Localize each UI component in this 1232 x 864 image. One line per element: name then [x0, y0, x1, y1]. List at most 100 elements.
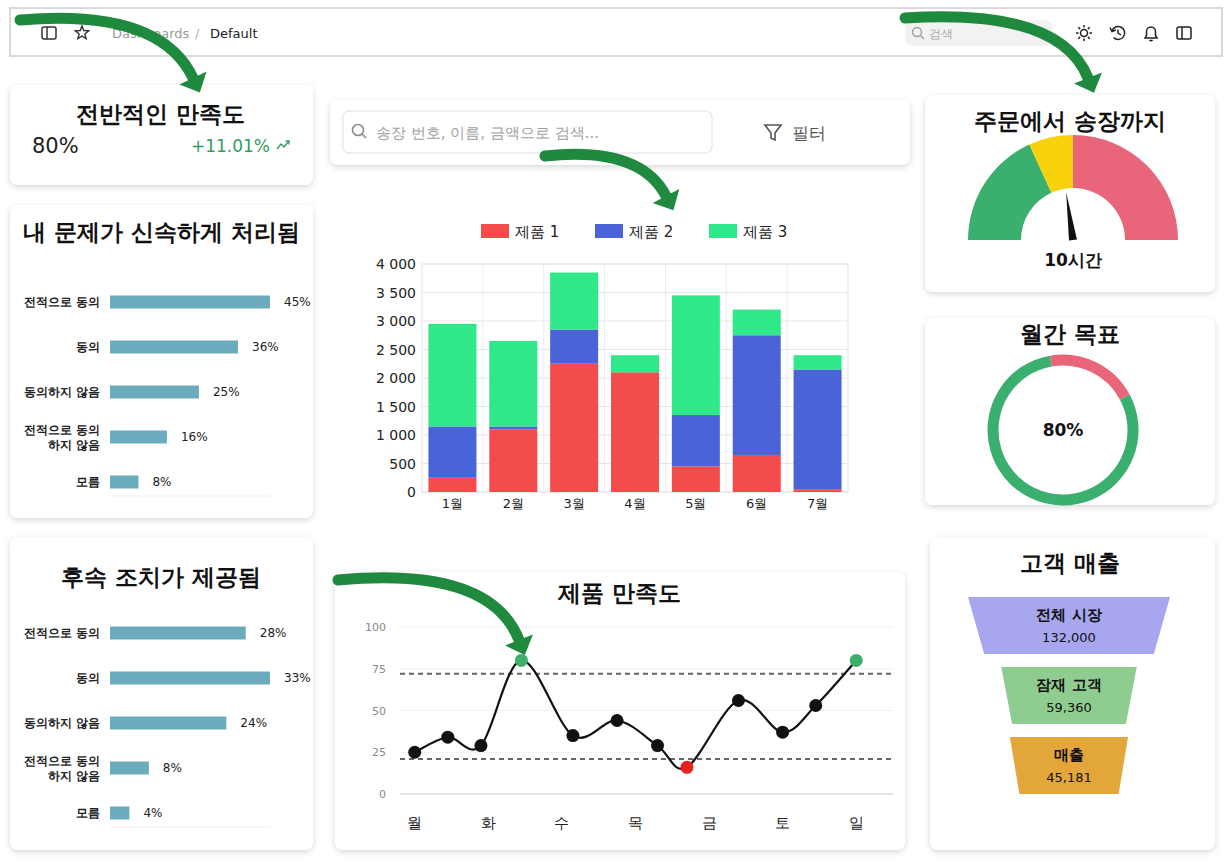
stage-value: 59,360 — [1046, 700, 1092, 715]
theme-toggle[interactable] — [1076, 25, 1092, 41]
bar — [110, 807, 129, 820]
bar — [110, 476, 138, 489]
x-tick-label: 월 — [407, 814, 422, 832]
stage-value: 132,000 — [1042, 630, 1096, 645]
pointer-arrow — [338, 578, 533, 655]
icon-part — [42, 27, 56, 39]
icon-part — [1110, 28, 1116, 32]
stage-label: 전체 시장 — [1036, 606, 1101, 624]
marker — [474, 739, 487, 752]
icon-part — [1078, 27, 1080, 29]
y-tick-label: 2 500 — [376, 342, 416, 358]
icon-part — [1112, 26, 1125, 39]
trend-icon — [277, 141, 289, 149]
data-label: 36% — [252, 340, 279, 354]
label-line: 전적으로 동의 — [24, 295, 100, 309]
marker — [408, 746, 421, 759]
x-axis-line — [400, 793, 893, 794]
search-icon — [353, 125, 367, 139]
line — [415, 660, 856, 768]
bars — [110, 296, 270, 489]
icon-part — [1088, 27, 1090, 29]
sidebar-toggle[interactable] — [42, 27, 56, 39]
legend-swatch — [481, 224, 509, 238]
donut-value — [993, 361, 1133, 500]
funnel-stage — [968, 597, 1170, 654]
x-tick-label: 금 — [702, 814, 717, 832]
history-button[interactable] — [1110, 26, 1125, 39]
label-line: 동의 — [76, 671, 100, 685]
marker — [515, 654, 528, 667]
y-tick-label: 50 — [372, 705, 386, 718]
legend-swatch — [709, 224, 737, 238]
y-tick-label: 3 500 — [376, 285, 416, 301]
legend-label: 제품 2 — [629, 223, 673, 241]
category-label: 전적으로 동의하지 않음 — [24, 423, 100, 452]
label-line: 동의하지 않음 — [24, 716, 100, 730]
label-line: 하지 않음 — [48, 438, 100, 452]
y-tick-label: 100 — [365, 621, 386, 634]
x-tick-label: 2월 — [503, 496, 524, 511]
bar-segment — [794, 369, 842, 489]
y-tick-label: 1 500 — [376, 399, 416, 415]
favorite-star[interactable] — [75, 26, 88, 39]
x-tick-label: 1월 — [442, 496, 463, 511]
bar-segment — [611, 355, 659, 372]
bar — [110, 296, 270, 309]
arrow-head — [1074, 72, 1102, 92]
stage-label: 매출 — [1054, 746, 1084, 764]
bar-segment — [489, 426, 537, 429]
bar — [110, 431, 167, 444]
gauge-needle — [1066, 192, 1077, 240]
icon-part — [921, 36, 925, 40]
y-tick-label: 0 — [407, 484, 416, 500]
icon-part — [913, 28, 922, 37]
category-label: 동의 — [76, 340, 100, 354]
bar-segment — [733, 455, 781, 492]
filter-icon[interactable] — [765, 125, 781, 140]
label-line: 하지 않음 — [48, 769, 100, 783]
x-tick-label: 일 — [849, 814, 864, 832]
label-line: 동의 — [76, 340, 100, 354]
grid-line — [400, 794, 893, 795]
funnel-stage — [1010, 737, 1128, 794]
pointer-arrow — [545, 154, 679, 210]
icon-part — [362, 134, 366, 138]
threshold-line — [400, 673, 893, 675]
bar — [110, 672, 270, 685]
filter-button[interactable]: 필터 — [792, 123, 826, 143]
category-label: 동의하지 않음 — [24, 716, 100, 730]
arrow-head — [653, 189, 680, 210]
legend-label: 제품 3 — [743, 223, 787, 241]
icon-part — [1081, 30, 1088, 37]
x-tick-label: 7월 — [807, 496, 828, 511]
data-label: 45% — [284, 295, 311, 309]
legend-swatch — [595, 224, 623, 238]
gauge-band — [1029, 135, 1073, 193]
bar — [110, 627, 246, 640]
label-line: 전적으로 동의 — [24, 626, 100, 640]
y-tick-label: 1 000 — [376, 427, 416, 443]
category-label: 전적으로 동의 — [24, 626, 100, 640]
bar-segment — [733, 310, 781, 336]
marker — [850, 654, 863, 667]
bar-segment — [489, 429, 537, 492]
y-tick-label: 3 000 — [376, 313, 416, 329]
search-input[interactable] — [343, 111, 712, 153]
dashboard: Dashboards/Default검색전반적인 만족도80%+11.01%송장… — [0, 0, 1232, 864]
marker — [651, 739, 664, 752]
breadcrumb-item: Default — [210, 26, 258, 41]
donut-card — [925, 318, 1215, 505]
label-line: 동의하지 않음 — [24, 385, 100, 399]
stage-value: 45,181 — [1046, 770, 1092, 785]
kpi-card — [10, 85, 313, 185]
bars — [110, 627, 270, 820]
bar-segment — [428, 324, 476, 427]
funnel-stage — [1001, 667, 1136, 724]
grid-line — [400, 668, 893, 669]
notifications-button[interactable] — [1145, 27, 1157, 41]
panel-toggle[interactable] — [1177, 27, 1191, 39]
icon-part — [1078, 37, 1080, 39]
category-label: 동의하지 않음 — [24, 385, 100, 399]
icon-part — [1181, 27, 1183, 39]
